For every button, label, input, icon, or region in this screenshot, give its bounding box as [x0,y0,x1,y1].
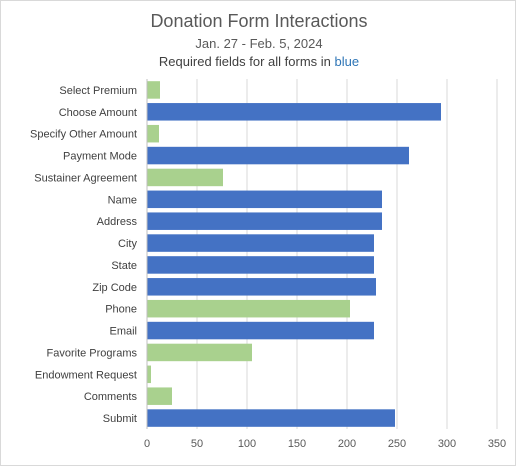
category-label: Zip Code [92,282,137,294]
x-tick-label: 50 [191,438,203,450]
category-label: Email [109,326,137,338]
x-tick-label: 100 [238,438,256,450]
bar-address [147,212,382,230]
x-tick-label: 250 [388,438,406,450]
category-label: Submit [103,413,137,425]
chart-note: Required fields for all forms in blue [1,54,516,69]
chart-note-highlight: blue [334,54,360,69]
bar-zip-code [147,278,376,296]
category-label: Select Premium [59,85,137,97]
category-label: City [118,238,137,250]
category-label: Comments [84,391,138,403]
bar-choose-amount [147,103,441,121]
bar-name [147,190,382,209]
bar-state [147,256,374,274]
category-label: Endowment Request [35,369,137,381]
chart-title: Donation Form Interactions [150,11,368,31]
bar-specify-other-amount [147,124,159,143]
chart-subtitle: Jan. 27 - Feb. 5, 2024 [195,36,323,51]
category-label: Sustainer Agreement [34,172,137,184]
x-tick-label: 200 [338,438,356,450]
category-label: State [111,260,137,272]
x-tick-label: 150 [288,438,306,450]
bar-comments [147,387,172,405]
bar-favorite-programs [147,343,252,362]
x-tick-label: 0 [144,438,150,450]
chart-note-text: Required fields for all forms in [158,54,335,69]
category-label: Phone [105,304,137,316]
category-label: Name [108,194,137,206]
category-label: Specify Other Amount [30,129,137,141]
category-label: Choose Amount [59,107,137,119]
bar-payment-mode [147,146,409,165]
bar-submit [147,409,395,427]
bar-sustainer-agreement [147,168,223,187]
bar-email [147,321,374,340]
category-label: Address [97,216,138,228]
category-label: Favorite Programs [47,347,138,359]
bar-city [147,234,374,252]
x-tick-label: 300 [438,438,456,450]
bar-phone [147,299,350,318]
bar-endowment-request [147,365,151,384]
x-tick-label: 350 [488,438,506,450]
category-label: Payment Mode [63,151,137,163]
bar-select-premium [147,81,160,99]
